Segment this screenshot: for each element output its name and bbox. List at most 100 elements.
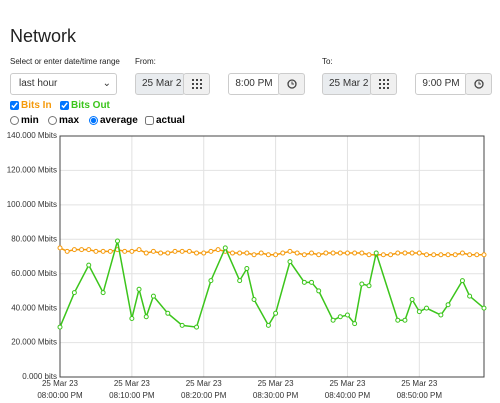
data-point bbox=[438, 312, 444, 318]
data-point bbox=[366, 252, 372, 258]
from-label: From: bbox=[135, 57, 156, 66]
from-time[interactable]: 8:00 PM bbox=[228, 73, 280, 95]
data-point bbox=[330, 250, 336, 256]
data-point bbox=[481, 252, 487, 258]
to-label: To: bbox=[322, 57, 333, 66]
range-select[interactable]: last hour ⌄ bbox=[10, 73, 117, 95]
data-point bbox=[294, 250, 300, 256]
mode-radio[interactable] bbox=[10, 116, 19, 125]
data-point bbox=[416, 309, 422, 315]
data-point bbox=[402, 317, 408, 323]
range-value: last hour bbox=[19, 78, 58, 89]
to-date[interactable]: 25 Mar 2 bbox=[322, 73, 372, 95]
mode-label: min bbox=[21, 115, 39, 126]
data-point bbox=[251, 252, 257, 258]
data-point bbox=[158, 250, 164, 256]
data-point bbox=[71, 247, 77, 253]
data-point bbox=[301, 252, 307, 258]
mode-label: average bbox=[100, 115, 138, 126]
data-point bbox=[265, 322, 271, 328]
x-tick-label: 25 Mar 23 bbox=[186, 379, 223, 388]
data-point bbox=[208, 248, 214, 254]
data-point bbox=[330, 317, 336, 323]
data-point bbox=[388, 252, 394, 258]
data-point bbox=[481, 305, 487, 311]
data-point bbox=[136, 247, 142, 253]
data-point bbox=[122, 248, 128, 254]
data-point bbox=[86, 262, 92, 268]
data-point bbox=[194, 324, 200, 330]
data-point bbox=[114, 238, 120, 244]
actual-option: actual bbox=[145, 115, 185, 126]
data-point bbox=[222, 245, 228, 251]
data-point bbox=[201, 250, 207, 256]
data-point bbox=[366, 283, 372, 289]
data-point bbox=[258, 250, 264, 256]
clock-button[interactable] bbox=[278, 73, 305, 95]
data-point bbox=[280, 250, 286, 256]
data-point bbox=[459, 250, 465, 256]
data-point bbox=[215, 247, 221, 253]
series-toggle[interactable] bbox=[60, 101, 69, 110]
y-tick-label: 60.000 Mbits bbox=[11, 269, 57, 278]
y-tick-label: 0.000 bits bbox=[22, 372, 57, 381]
data-point bbox=[424, 252, 430, 258]
x-tick-label: 08:20:00 PM bbox=[181, 391, 227, 400]
data-point bbox=[273, 252, 279, 258]
data-point bbox=[229, 250, 235, 256]
actual-label: actual bbox=[156, 115, 185, 126]
data-point bbox=[395, 317, 401, 323]
data-point bbox=[337, 314, 343, 320]
data-point bbox=[150, 248, 156, 254]
data-point bbox=[57, 245, 63, 251]
plot-border bbox=[59, 135, 485, 378]
data-point bbox=[179, 322, 185, 328]
data-point bbox=[179, 248, 185, 254]
from-date[interactable]: 25 Mar 2 bbox=[135, 73, 185, 95]
x-tick-label: 08:10:00 PM bbox=[109, 391, 155, 400]
mode-option: min bbox=[10, 115, 39, 126]
clock-button[interactable] bbox=[465, 73, 492, 95]
data-point bbox=[143, 250, 149, 256]
legend-label: Bits Out bbox=[71, 100, 110, 111]
calendar-button[interactable] bbox=[183, 73, 210, 95]
y-tick-label: 120.000 Mbits bbox=[7, 166, 57, 175]
calendar-button[interactable] bbox=[370, 73, 397, 95]
data-point bbox=[344, 312, 350, 318]
x-tick-label: 25 Mar 23 bbox=[42, 379, 79, 388]
to-time[interactable]: 9:00 PM bbox=[415, 73, 467, 95]
series-toggle[interactable] bbox=[10, 101, 19, 110]
data-point bbox=[150, 293, 156, 299]
data-point bbox=[445, 252, 451, 258]
data-point bbox=[194, 250, 200, 256]
actual-toggle[interactable] bbox=[145, 116, 154, 125]
mode-radio[interactable] bbox=[89, 116, 98, 125]
data-point bbox=[100, 248, 106, 254]
x-tick-label: 08:00:00 PM bbox=[37, 391, 83, 400]
data-point bbox=[467, 252, 473, 258]
data-point bbox=[380, 252, 386, 258]
data-point bbox=[409, 297, 415, 303]
x-tick-label: 25 Mar 23 bbox=[114, 379, 151, 388]
clock-icon bbox=[286, 79, 297, 89]
data-point bbox=[467, 293, 473, 299]
legend-item: Bits Out bbox=[60, 100, 110, 111]
page-title: Network bbox=[10, 26, 77, 46]
data-point bbox=[287, 248, 293, 254]
data-point bbox=[208, 278, 214, 284]
data-point bbox=[409, 250, 415, 256]
data-point bbox=[316, 252, 322, 258]
data-point bbox=[107, 248, 113, 254]
data-point bbox=[79, 247, 85, 253]
data-point bbox=[452, 252, 458, 258]
data-point bbox=[86, 247, 92, 253]
mode-radio[interactable] bbox=[48, 116, 57, 125]
data-point bbox=[323, 250, 329, 256]
data-point bbox=[416, 250, 422, 256]
data-point bbox=[459, 278, 465, 284]
x-tick-label: 08:40:00 PM bbox=[325, 391, 371, 400]
data-point bbox=[237, 278, 243, 284]
data-point bbox=[100, 290, 106, 296]
series-line bbox=[59, 240, 485, 328]
data-point bbox=[352, 250, 358, 256]
